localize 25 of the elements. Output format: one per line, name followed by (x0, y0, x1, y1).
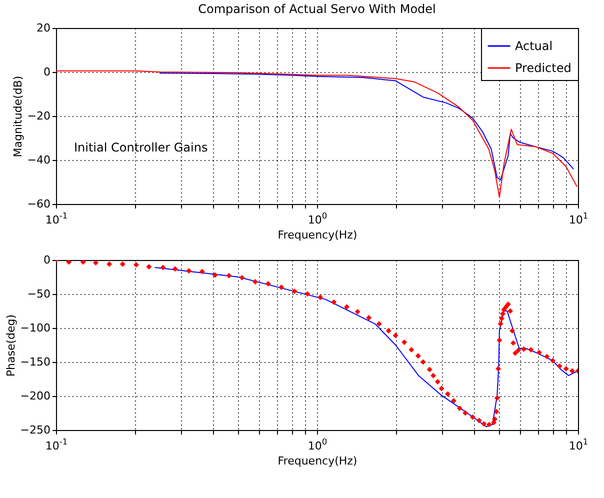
x-axis-title: Frequency(Hz) (278, 454, 358, 468)
y-tick-label: −50 (27, 288, 50, 300)
x-tick-label: 10$^{1}$ (568, 210, 588, 226)
x-tick-label: 10$^{-1}$ (45, 210, 68, 226)
y-tick-label: 0 (44, 254, 50, 266)
legend-label: Predicted (515, 61, 572, 75)
y-tick-label: −100 (20, 322, 50, 334)
x-axis-title: Frequency(Hz) (278, 228, 358, 242)
y-axis-title: Phase(deg) (4, 314, 18, 377)
y-axis-title: Magnitude(dB) (11, 76, 24, 158)
y-tick-label: 20 (36, 22, 50, 34)
x-tick-label: 10$^{0}$ (308, 436, 328, 452)
y-tick-label: −40 (27, 154, 50, 166)
annotation: Initial Controller Gains (74, 140, 208, 155)
x-tick-label: 10$^{0}$ (308, 210, 328, 226)
y-tick-label: −20 (27, 110, 50, 122)
y-tick-label: −60 (27, 198, 50, 210)
y-tick-label: −150 (20, 356, 50, 368)
y-tick-label: −200 (20, 390, 50, 402)
y-tick-label: −250 (20, 424, 50, 436)
x-tick-label: 10$^{-1}$ (45, 436, 68, 452)
chart-title: Comparison of Actual Servo With Model (198, 2, 436, 16)
legend-label: Actual (515, 39, 553, 53)
x-tick-label: 10$^{1}$ (568, 436, 588, 452)
y-tick-label: 0 (44, 66, 50, 78)
